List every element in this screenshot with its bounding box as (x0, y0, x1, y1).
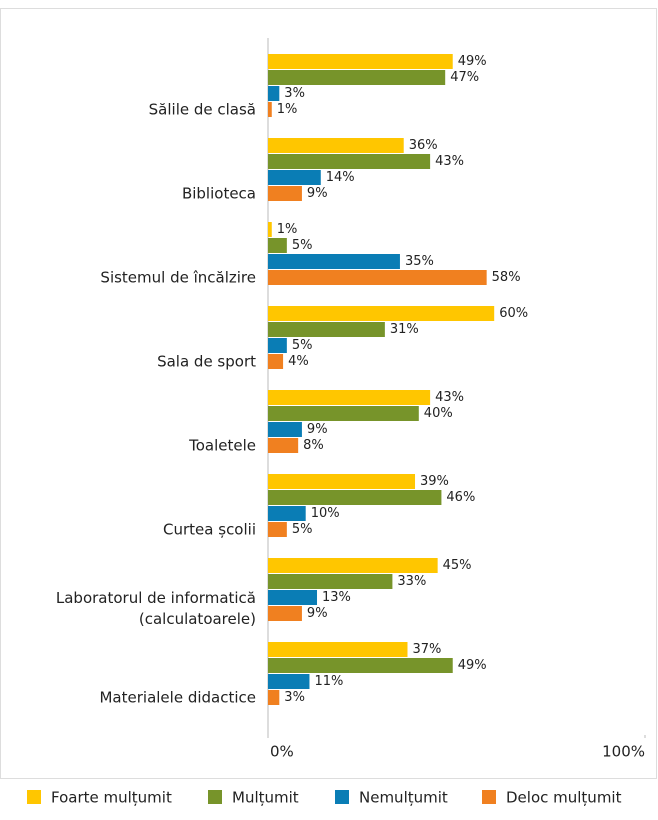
bar (268, 490, 442, 505)
value-label: 10% (311, 506, 340, 521)
value-label: 5% (292, 338, 313, 353)
value-label: 60% (499, 306, 528, 321)
category-label: Curtea școlii (163, 521, 256, 539)
value-label: 47% (450, 70, 479, 85)
bar (268, 522, 287, 537)
bar (268, 70, 446, 85)
bar (268, 322, 385, 337)
bar (268, 306, 495, 321)
legend-label: Nemulțumit (359, 789, 448, 807)
value-label: 37% (412, 642, 441, 657)
bar (268, 606, 302, 621)
bar (268, 102, 272, 117)
value-label: 45% (443, 558, 472, 573)
bar (268, 86, 280, 101)
legend-swatch (27, 790, 41, 804)
value-label: 1% (277, 222, 298, 237)
value-label: 5% (292, 522, 313, 537)
legend-label: Foarte mulțumit (51, 789, 172, 807)
value-label: 39% (420, 474, 449, 489)
value-label: 33% (397, 574, 426, 589)
value-label: 14% (326, 170, 355, 185)
bar (268, 154, 431, 169)
legend-swatch (482, 790, 496, 804)
category-label: Toaletele (188, 437, 256, 455)
bar (268, 354, 284, 369)
bar (268, 222, 272, 237)
value-label: 3% (284, 86, 305, 101)
bar (268, 170, 321, 185)
bar (268, 658, 453, 673)
bar (268, 238, 287, 253)
bar (268, 558, 438, 573)
value-label: 9% (307, 606, 328, 621)
category-label: Sala de sport (157, 353, 256, 371)
value-label: 49% (458, 54, 487, 69)
value-label: 5% (292, 238, 313, 253)
value-label: 11% (314, 674, 343, 689)
bar (268, 642, 408, 657)
bar (268, 574, 393, 589)
value-label: 49% (458, 658, 487, 673)
category-label: Laboratorul de informatică (calculatoarel… (56, 589, 256, 628)
value-label: 3% (284, 690, 305, 705)
bar (268, 422, 302, 437)
category-label: Sistemul de încălzire (100, 269, 256, 287)
value-label: 13% (322, 590, 351, 605)
value-label: 1% (277, 102, 298, 117)
bar (268, 690, 280, 705)
value-label: 8% (303, 438, 324, 453)
bar (268, 270, 487, 285)
value-label: 9% (307, 186, 328, 201)
value-label: 31% (390, 322, 419, 337)
x-tick-label: 100% (602, 743, 645, 761)
legend-label: Deloc mulțumit (506, 789, 622, 807)
bar (268, 338, 287, 353)
value-label: 46% (446, 490, 475, 505)
value-label: 40% (424, 406, 453, 421)
bar (268, 254, 400, 269)
value-label: 43% (435, 154, 464, 169)
bar (268, 438, 299, 453)
x-tick-label: 0% (270, 743, 294, 761)
bar (268, 674, 310, 689)
bar (268, 406, 419, 421)
value-label: 58% (492, 270, 521, 285)
bar (268, 186, 302, 201)
legend-swatch (335, 790, 349, 804)
bar (268, 506, 306, 521)
legend-label: Mulțumit (232, 789, 299, 807)
legend-swatch (208, 790, 222, 804)
value-label: 9% (307, 422, 328, 437)
bar (268, 474, 416, 489)
category-label: Biblioteca (182, 185, 256, 203)
bar (268, 590, 318, 605)
category-label: Materialele didactice (99, 689, 256, 707)
bar (268, 54, 453, 69)
value-label: 36% (409, 138, 438, 153)
value-label: 4% (288, 354, 309, 369)
chart-frame (0, 8, 657, 779)
bar (268, 138, 404, 153)
category-label: Sălile de clasă (149, 101, 256, 119)
bar (268, 390, 431, 405)
value-label: 35% (405, 254, 434, 269)
value-label: 43% (435, 390, 464, 405)
